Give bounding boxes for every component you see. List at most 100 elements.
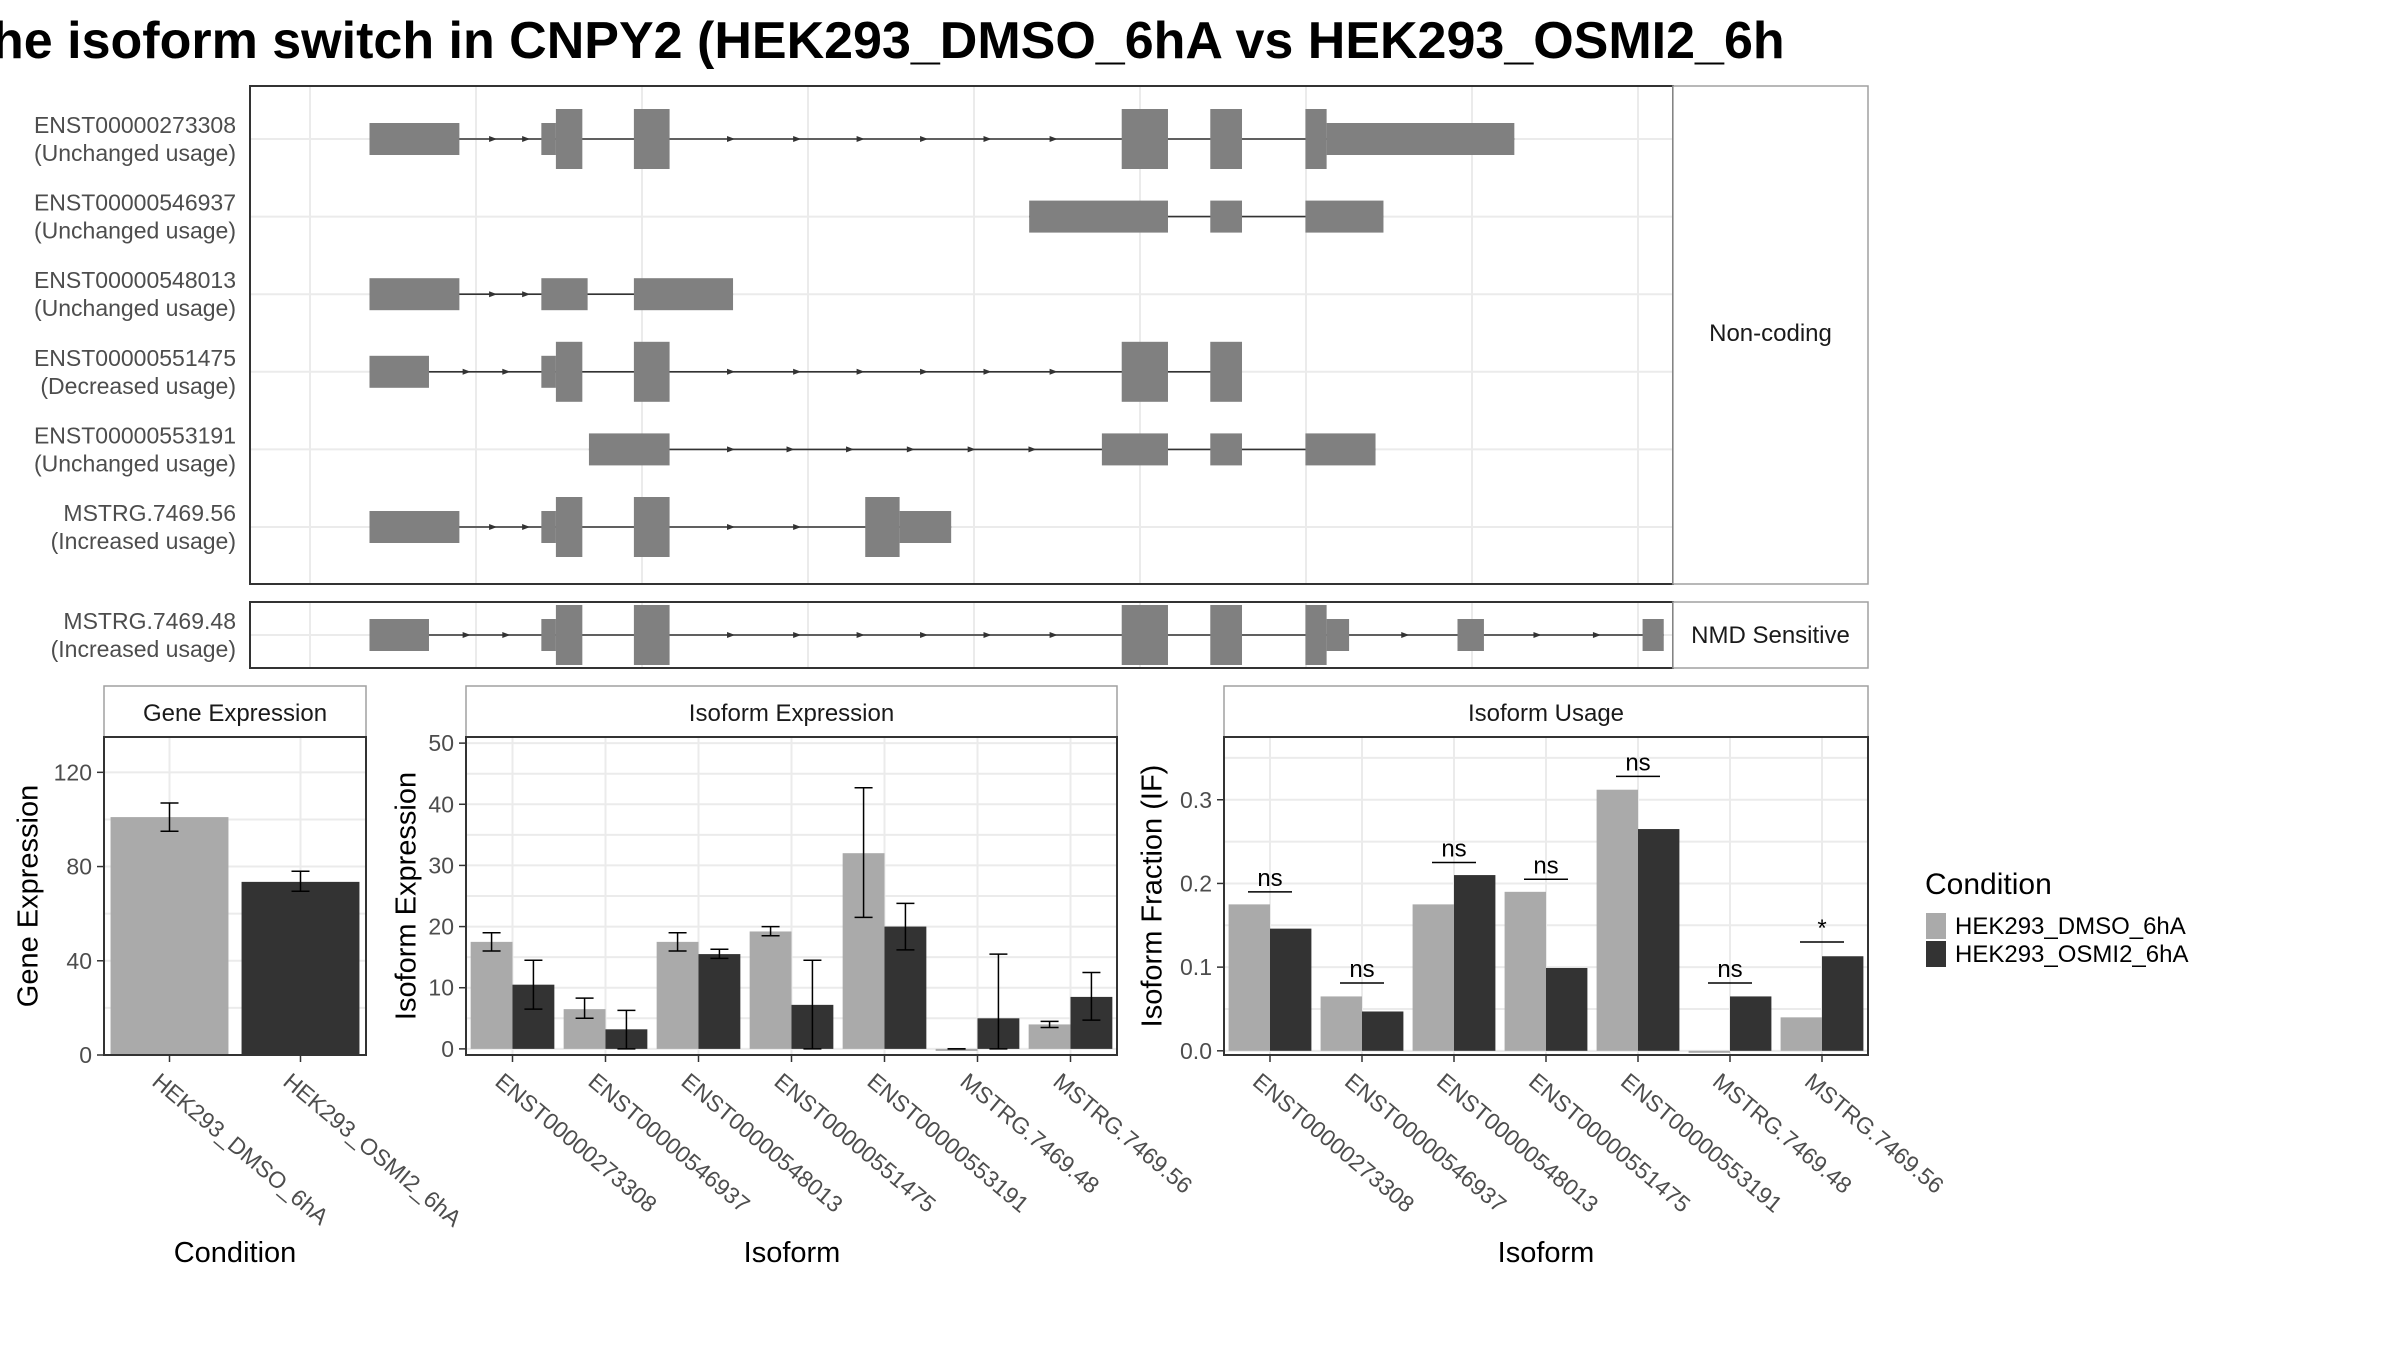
y-tick-label: 120 bbox=[54, 759, 92, 785]
coding-exon bbox=[633, 605, 670, 665]
utr-exon bbox=[1305, 200, 1384, 233]
transcript-structure-panel: ENST00000273308(Unchanged usage)ENST0000… bbox=[34, 85, 1869, 669]
y-tick-label: 40 bbox=[428, 791, 454, 817]
x-tick-label: ENST00000548013 bbox=[676, 1068, 848, 1218]
coding-exon bbox=[1305, 109, 1327, 169]
transcript-id-label: ENST00000553191 bbox=[34, 422, 236, 448]
significance-label: ns bbox=[1533, 852, 1558, 879]
utr-exon bbox=[1326, 123, 1515, 155]
y-tick-label: 0 bbox=[79, 1042, 92, 1068]
x-tick-label: ENST00000551475 bbox=[1524, 1068, 1696, 1218]
y-tick-label: 40 bbox=[66, 948, 92, 974]
strand-arrow bbox=[727, 446, 736, 453]
utr-exon bbox=[541, 619, 556, 651]
transcript-id-label: MSTRG.7469.56 bbox=[63, 500, 236, 526]
x-tick-label: ENST00000551475 bbox=[769, 1068, 941, 1218]
strand-arrow bbox=[1049, 136, 1058, 142]
utr-exon bbox=[369, 278, 460, 311]
y-tick-label: 0.0 bbox=[1180, 1038, 1212, 1064]
strand-arrow bbox=[793, 524, 802, 530]
strand-arrow bbox=[967, 446, 976, 453]
utr-exon bbox=[1210, 200, 1243, 233]
strand-arrow bbox=[983, 136, 992, 142]
strand-arrow bbox=[727, 136, 736, 142]
x-tick-label: ENST00000546937 bbox=[1340, 1068, 1512, 1218]
bar bbox=[110, 817, 229, 1055]
bar bbox=[1270, 928, 1312, 1051]
x-tick-label: ENST00000548013 bbox=[1432, 1068, 1604, 1218]
strand-arrow bbox=[906, 446, 915, 453]
transcript-id-label: ENST00000546937 bbox=[34, 190, 236, 216]
coding-exon bbox=[555, 341, 583, 402]
coding-exon bbox=[865, 497, 900, 557]
bar bbox=[1412, 904, 1454, 1051]
coding-exon bbox=[1121, 109, 1168, 169]
coding-exon bbox=[1210, 109, 1243, 169]
bar bbox=[241, 881, 360, 1055]
strand-arrow bbox=[1028, 446, 1037, 453]
bar bbox=[1546, 967, 1588, 1051]
bar bbox=[1688, 1050, 1730, 1053]
bar bbox=[1454, 875, 1496, 1051]
bar bbox=[470, 941, 513, 1049]
coding-exon bbox=[1121, 605, 1168, 665]
strand-arrow bbox=[522, 524, 531, 530]
y-tick-label: 10 bbox=[428, 975, 454, 1001]
strand-arrow bbox=[983, 632, 992, 638]
transcript-id-label: MSTRG.7469.48 bbox=[63, 608, 236, 634]
significance-label: ns bbox=[1625, 749, 1650, 776]
chart-strip bbox=[103, 685, 367, 738]
significance-label: ns bbox=[1349, 956, 1374, 983]
utr-exon bbox=[541, 278, 588, 311]
transcript-usage-label: (Decreased usage) bbox=[40, 373, 236, 399]
bar bbox=[749, 931, 792, 1049]
structure-group: ENST00000273308(Unchanged usage)ENST0000… bbox=[34, 85, 1869, 585]
utr-exon bbox=[1326, 619, 1350, 651]
chart-2: Isoform Usagensnsnsnsnsns*0.00.10.20.3EN… bbox=[1137, 685, 1949, 1269]
coding-exon bbox=[633, 341, 670, 402]
y-tick-label: 0.1 bbox=[1180, 954, 1212, 980]
utr-exon bbox=[369, 619, 429, 651]
x-tick-label: ENST00000553191 bbox=[1616, 1068, 1788, 1218]
coding-exon bbox=[1305, 605, 1327, 665]
strand-arrow bbox=[920, 368, 929, 375]
legend-label-osmi2: HEK293_OSMI2_6hA bbox=[1955, 941, 2188, 968]
strand-arrow bbox=[727, 368, 736, 375]
strand-arrow bbox=[1401, 632, 1410, 638]
bar bbox=[1730, 996, 1772, 1051]
structure-group: MSTRG.7469.48(Increased usage) NMD Sensit… bbox=[51, 601, 1869, 669]
legend-swatch-dmso bbox=[1926, 913, 1946, 939]
x-tick-label: ENST00000553191 bbox=[862, 1068, 1034, 1218]
strand-arrow bbox=[522, 291, 531, 298]
transcript-usage-label: (Unchanged usage) bbox=[34, 450, 236, 476]
chart-strip-title: Gene Expression bbox=[143, 700, 327, 727]
coding-exon bbox=[555, 497, 583, 557]
utr-exon bbox=[541, 511, 556, 543]
facet-strip bbox=[1672, 601, 1869, 669]
bar bbox=[1362, 1011, 1404, 1051]
bar bbox=[1504, 891, 1546, 1051]
bar bbox=[1228, 904, 1270, 1051]
strand-arrow bbox=[920, 632, 929, 638]
strand-arrow bbox=[793, 632, 802, 638]
strand-arrow bbox=[856, 368, 865, 375]
chart-1: Isoform Expression 0 10 20 30 40 50 ENST0000027… bbox=[391, 685, 1197, 1269]
bar bbox=[1780, 1017, 1822, 1051]
bar bbox=[698, 954, 741, 1049]
strand-arrow bbox=[983, 368, 992, 375]
significance-label: ns bbox=[1717, 956, 1742, 983]
strand-arrow bbox=[727, 632, 736, 638]
utr-exon bbox=[633, 278, 734, 311]
legend-title: Condition bbox=[1925, 868, 2052, 901]
strand-arrow bbox=[462, 368, 471, 375]
x-tick-label: ENST00000273308 bbox=[1248, 1068, 1420, 1218]
transcript-id-label: ENST00000273308 bbox=[34, 112, 236, 138]
transcript-id-label: ENST00000548013 bbox=[34, 267, 236, 293]
facet-strip-label: Non-coding bbox=[1709, 320, 1832, 347]
transcript-id-label: ENST00000551475 bbox=[34, 345, 236, 371]
bar bbox=[656, 941, 699, 1049]
y-tick-label: 0 bbox=[441, 1036, 454, 1062]
y-tick-label: 30 bbox=[428, 852, 454, 878]
bar bbox=[1822, 956, 1864, 1051]
legend-label-dmso: HEK293_DMSO_6hA bbox=[1955, 913, 2186, 940]
